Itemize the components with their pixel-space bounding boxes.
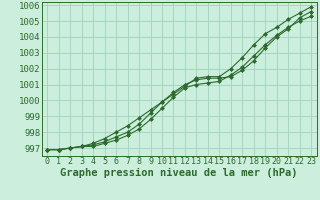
X-axis label: Graphe pression niveau de la mer (hPa): Graphe pression niveau de la mer (hPa) xyxy=(60,168,298,178)
